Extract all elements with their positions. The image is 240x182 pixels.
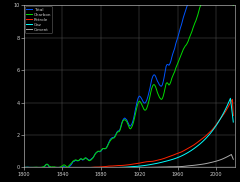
- Charbon: [23, 166, 25, 169]
- Ciment: [165, 166, 168, 168]
- Gaz: [142, 165, 144, 167]
- Line: Gaz: Gaz: [120, 98, 233, 167]
- Ciment: [156, 166, 159, 168]
- Charbon: [27, 166, 30, 169]
- Charbon: [105, 147, 108, 149]
- Ciment: [222, 157, 225, 160]
- Gaz: [210, 131, 213, 133]
- Gaz: [185, 152, 188, 155]
- Petrole: [152, 160, 155, 162]
- Ciment: [191, 164, 193, 167]
- Petrole: [124, 164, 127, 166]
- Charbon: [195, 17, 198, 19]
- Charbon: [232, 4, 235, 7]
- Gaz: [216, 123, 218, 125]
- Total: [104, 148, 107, 150]
- Ciment: [230, 153, 233, 156]
- Gaz: [232, 121, 235, 123]
- Petrole: [90, 166, 93, 169]
- Total: [33, 166, 36, 169]
- Petrole: [123, 164, 126, 166]
- Petrole: [115, 165, 118, 167]
- Gaz: [154, 163, 157, 165]
- Legend: Total, Charbon, Petrole, Gaz, Ciment: Total, Charbon, Petrole, Gaz, Ciment: [25, 6, 52, 33]
- Gaz: [229, 97, 232, 99]
- Total: [23, 166, 25, 169]
- Total: [180, 24, 183, 26]
- Charbon: [154, 86, 157, 88]
- Charbon: [34, 166, 37, 168]
- Petrole: [232, 114, 235, 117]
- Charbon: [181, 51, 184, 53]
- Total: [107, 142, 110, 144]
- Ciment: [232, 158, 235, 161]
- Total: [153, 74, 156, 76]
- Petrole: [231, 98, 234, 100]
- Charbon: [108, 141, 111, 143]
- Ciment: [180, 165, 183, 168]
- Petrole: [108, 165, 111, 167]
- Ciment: [158, 166, 161, 168]
- Line: Charbon: Charbon: [24, 0, 233, 167]
- Line: Petrole: Petrole: [91, 99, 233, 167]
- Gaz: [201, 141, 204, 143]
- Line: Ciment: Ciment: [149, 155, 233, 167]
- Petrole: [183, 149, 186, 152]
- Line: Total: Total: [24, 0, 233, 167]
- Ciment: [147, 166, 150, 169]
- Gaz: [119, 166, 121, 169]
